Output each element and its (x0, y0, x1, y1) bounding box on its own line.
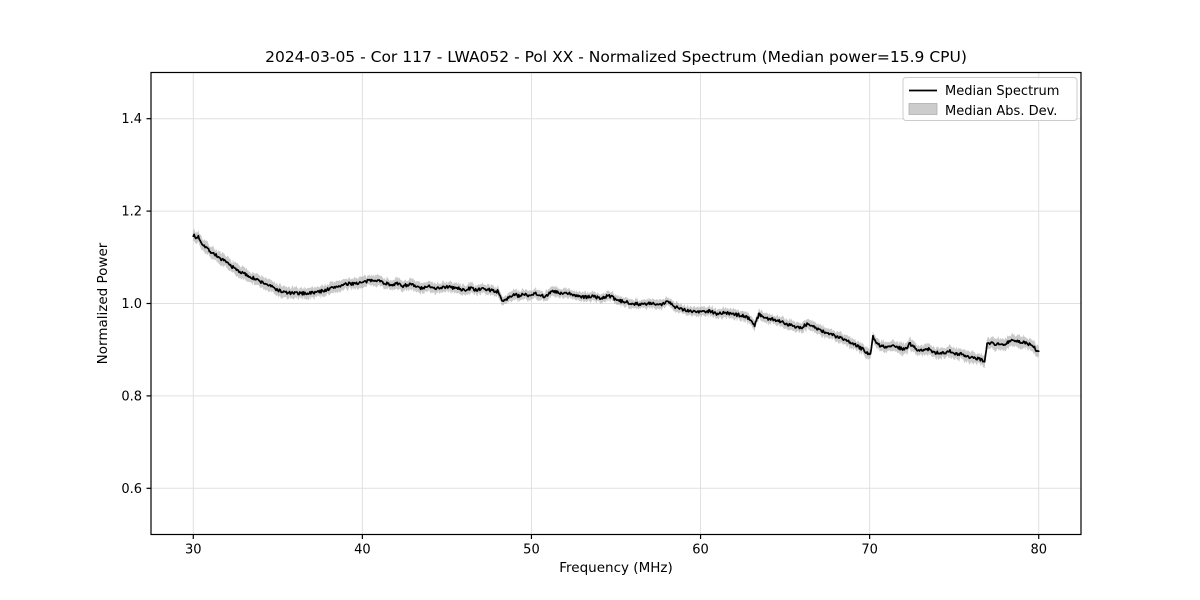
median-spectrum-line (192, 233, 1040, 363)
x-tick-label: 30 (185, 543, 202, 558)
y-tick-label: 1.4 (121, 112, 142, 127)
x-tick-label: 40 (354, 543, 371, 558)
x-tick-label: 60 (692, 543, 709, 558)
y-tick-label: 1.2 (121, 205, 142, 220)
ticks: 30 40 50 60 70 80 0.6 0.8 1.0 1.2 1.4 (121, 112, 1047, 557)
legend-label-mad: Median Abs. Dev. (945, 104, 1057, 119)
legend-box (902, 77, 1078, 121)
chart-title: 2024-03-05 - Cor 117 - LWA052 - Pol XX -… (265, 48, 967, 66)
y-tick-label: 0.8 (121, 389, 142, 404)
x-tick-label: 50 (523, 543, 540, 558)
y-tick-label: 0.6 (121, 482, 142, 497)
legend-patch-sample (908, 103, 938, 115)
legend-label-median-spectrum: Median Spectrum (945, 84, 1059, 99)
y-tick-label: 1.0 (121, 297, 142, 312)
y-axis-label: Normalized Power (95, 242, 111, 364)
x-tick-label: 70 (861, 543, 878, 558)
x-axis-label: Frequency (MHz) (559, 560, 672, 576)
legend: Median Spectrum Median Abs. Dev. (902, 77, 1078, 121)
x-tick-label: 80 (1030, 543, 1047, 558)
